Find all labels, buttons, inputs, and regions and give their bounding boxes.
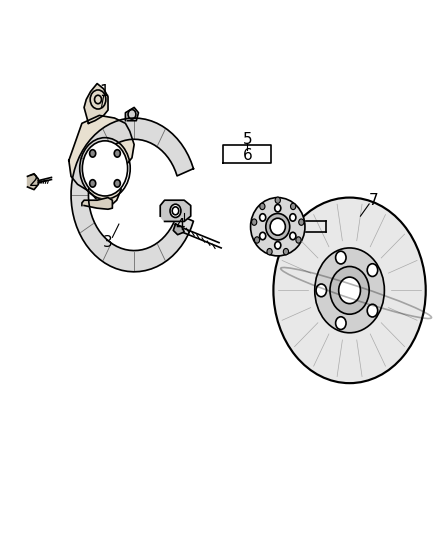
Text: 3: 3 [103,235,113,250]
Circle shape [367,304,378,317]
Text: 6: 6 [242,148,252,163]
Circle shape [90,150,96,157]
Circle shape [275,241,281,249]
Polygon shape [173,224,184,235]
Circle shape [336,251,346,264]
Circle shape [339,277,360,304]
Circle shape [296,237,301,243]
Circle shape [82,141,127,196]
Circle shape [275,197,280,204]
Circle shape [273,198,426,383]
Circle shape [367,264,378,277]
Circle shape [114,180,120,187]
Ellipse shape [266,214,290,240]
Circle shape [290,203,296,209]
Ellipse shape [270,218,286,235]
Polygon shape [82,198,113,209]
Circle shape [336,317,346,329]
Circle shape [260,203,265,209]
Polygon shape [71,118,194,272]
Circle shape [316,284,326,297]
Circle shape [290,214,296,221]
Circle shape [254,237,260,243]
Ellipse shape [170,204,181,217]
Text: 5: 5 [243,132,252,147]
Text: 4: 4 [175,217,185,232]
Polygon shape [28,174,39,190]
Polygon shape [69,115,134,208]
Ellipse shape [251,198,305,256]
Circle shape [299,219,304,225]
Circle shape [275,205,281,212]
Polygon shape [160,200,191,221]
Circle shape [315,248,385,333]
Circle shape [90,180,96,187]
Circle shape [260,232,266,240]
Text: 7: 7 [369,193,378,208]
Circle shape [251,219,257,225]
Circle shape [283,248,289,255]
Text: 2: 2 [29,174,39,189]
Text: 1: 1 [99,84,109,99]
Circle shape [267,248,272,255]
Circle shape [114,150,120,157]
Circle shape [290,232,296,240]
Polygon shape [84,84,108,123]
Polygon shape [125,108,138,120]
Circle shape [330,266,369,314]
Circle shape [260,214,266,221]
